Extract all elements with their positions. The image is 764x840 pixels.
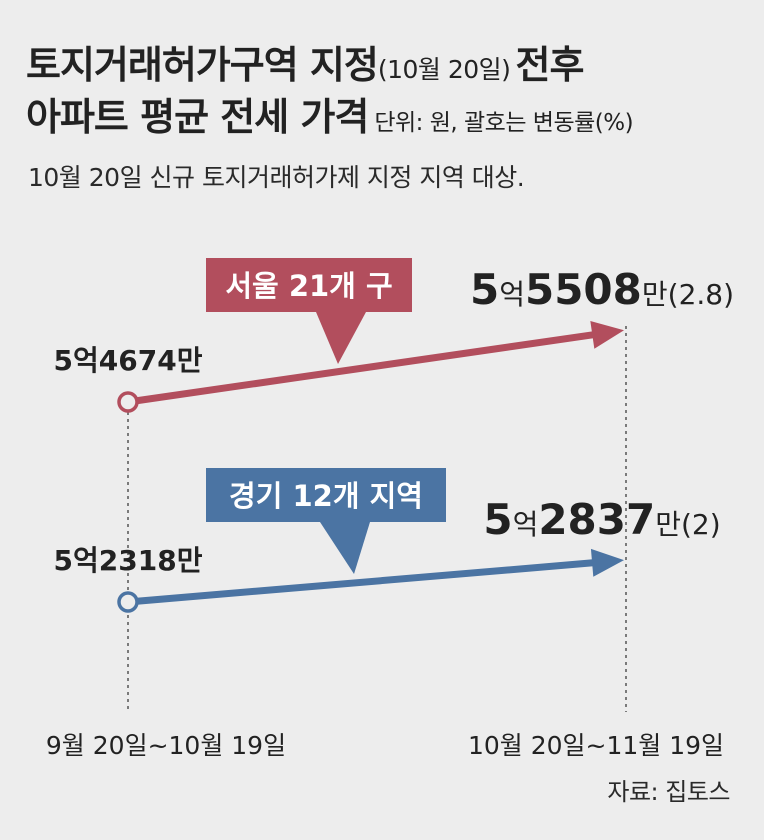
callout-tail-gyeonggi [320,522,370,574]
callout-box-seoul [206,258,412,312]
title-part-2: 전후 [515,43,585,87]
series-line-seoul [127,330,597,406]
end-value-seoul-man: 만 [642,278,668,311]
callout-tail-seoul [316,312,366,364]
start-value-seoul-man: 만 [177,344,203,377]
end-value-seoul-prefix: 5 [470,265,499,314]
start-value-gyeonggi-num: 2318 [99,544,177,577]
series-gyeonggi: 경기 12개 지역 5억2318만 5억2837만(2) [54,468,721,613]
arrow-head-gyeonggi [590,548,624,577]
subtitle: 10월 20일 신규 토지거래허가제 지정 지역 대상. [28,163,525,192]
unit-note: 단위: 원, 괄호는 변동률(%) [374,110,634,136]
title-line-1: 토지거래허가구역 지정(10월 20일) 전후 [26,34,585,89]
start-value-seoul-prefix: 5 [54,344,73,377]
x-tick-label-period-2: 10월 20일~11월 19일 [468,731,724,760]
end-value-seoul-change: (2.8) [668,278,734,311]
start-value-gyeonggi-eok: 억 [73,544,99,577]
start-value-seoul: 5억4674만 [54,344,203,377]
x-tick-label-period-1: 9월 20일~10월 19일 [46,731,286,760]
callout-box-gyeonggi [206,468,446,522]
title-line-2-text: 아파트 평균 전세 가격 [26,95,369,139]
series-name-seoul: 서울 21개 구 [225,269,392,303]
end-value-seoul-eok: 억 [499,278,525,311]
start-value-gyeonggi-prefix: 5 [54,544,73,577]
end-value-gyeonggi-man: 만 [655,508,681,541]
start-value-gyeonggi-man: 만 [177,544,203,577]
series-line-gyeonggi [127,559,597,606]
title-line-2: 아파트 평균 전세 가격 단위: 원, 괄호는 변동률(%) [26,86,634,141]
start-value-seoul-num: 4674 [99,344,177,377]
end-value-gyeonggi: 5억2837만(2) [483,495,720,544]
start-point-seoul [117,391,139,413]
start-point-gyeonggi [117,591,139,613]
source-note: 자료: 집토스 [607,778,730,806]
start-value-gyeonggi: 5억2318만 [54,544,203,577]
end-value-gyeonggi-prefix: 5 [483,495,512,544]
series-seoul: 서울 21개 구 5억4674만 5억5508만(2.8) [54,258,734,413]
end-value-gyeonggi-change: (2) [681,508,721,541]
end-value-seoul-num: 5508 [525,265,642,314]
series-name-gyeonggi: 경기 12개 지역 [229,479,423,513]
end-value-gyeonggi-num: 2837 [538,495,655,544]
end-value-seoul: 5억5508만(2.8) [470,265,734,314]
start-value-seoul-eok: 억 [73,344,99,377]
end-value-gyeonggi-eok: 억 [513,508,539,541]
title-date-paren: (10월 20일) [377,55,511,84]
arrow-head-seoul [590,321,624,349]
title-part-1: 토지거래허가구역 지정 [26,43,379,87]
